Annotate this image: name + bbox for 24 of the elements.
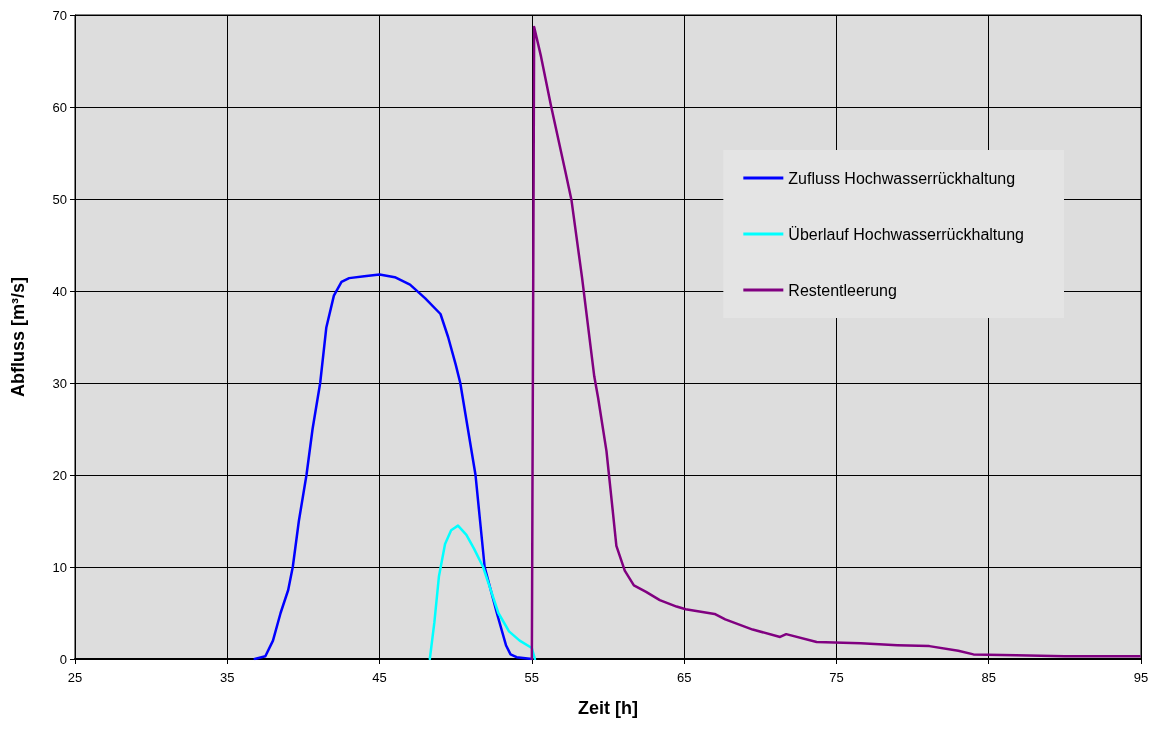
line-series: [253, 273, 534, 661]
y-tick-label: 70: [52, 7, 67, 23]
line-series: [428, 524, 537, 661]
y-tick-label: 30: [52, 375, 67, 391]
x-tick-label: 55: [524, 670, 540, 685]
legend-label: Überlauf Hochwasserrückhaltung: [788, 225, 1024, 243]
x-tick-label: 65: [676, 670, 692, 685]
y-tick-label: 10: [52, 559, 67, 575]
y-axis-title: Abfluss [m³/s]: [8, 276, 28, 398]
y-tick-label: 20: [52, 467, 67, 483]
x-tick-label: 25: [67, 670, 83, 685]
x-tick-label: 35: [220, 670, 235, 685]
legend-label: Zufluss Hochwasserrückhaltung: [788, 169, 1016, 187]
x-axis-title: Zeit [h]: [578, 698, 638, 718]
y-tick-label: 60: [52, 99, 67, 115]
x-tick-label: 85: [981, 670, 996, 685]
legend-label: Restentleerung: [788, 281, 897, 299]
y-tick-label: 50: [52, 191, 67, 207]
y-tick-label: 40: [52, 283, 67, 299]
line-series: [530, 25, 1141, 661]
x-tick-label: 95: [1133, 670, 1149, 685]
x-tick-label: 45: [372, 670, 387, 685]
y-tick-label: 0: [59, 651, 67, 667]
x-tick-label: 75: [829, 670, 844, 685]
